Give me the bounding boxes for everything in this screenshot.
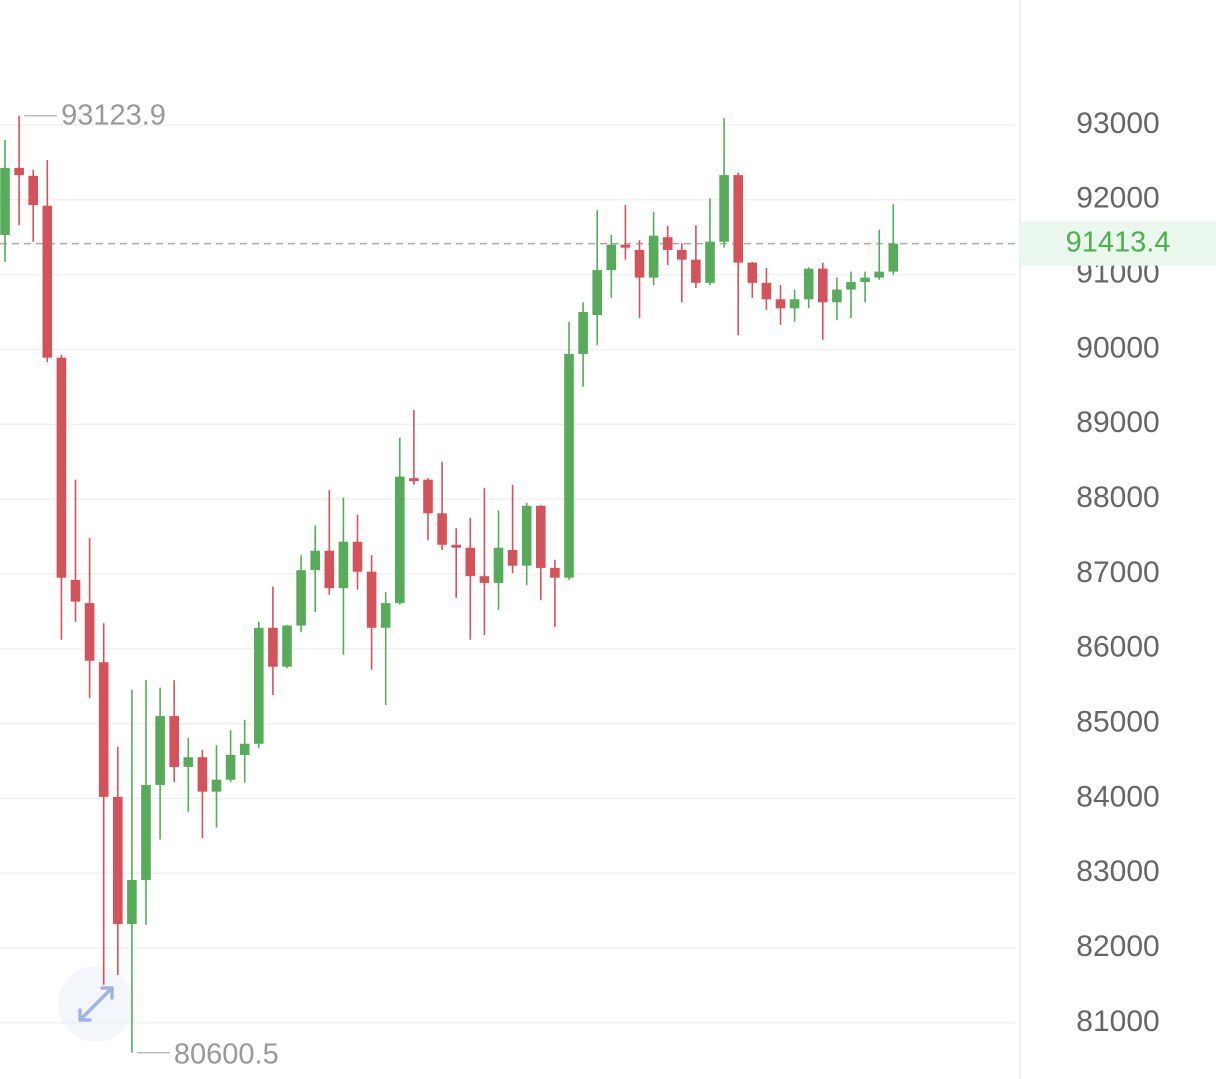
high-annotation: 93123.9 xyxy=(61,99,166,131)
candle-body xyxy=(84,603,95,661)
y-tick-label: 82000 xyxy=(1076,930,1159,963)
candle-body xyxy=(324,550,335,589)
candle-body xyxy=(733,175,743,263)
candle-body xyxy=(789,299,800,309)
candle-body xyxy=(719,175,729,242)
candle-body xyxy=(268,627,278,667)
y-tick-label: 87000 xyxy=(1076,556,1159,589)
y-tick-label: 88000 xyxy=(1076,481,1159,514)
candle-body xyxy=(550,567,560,578)
candle-body xyxy=(818,268,828,303)
candle-body xyxy=(846,282,856,290)
candle-body xyxy=(113,796,123,925)
last-price-label: 91413.4 xyxy=(1066,226,1171,258)
y-tick-label: 84000 xyxy=(1076,780,1159,813)
candle-body xyxy=(169,716,179,767)
candle-body xyxy=(634,249,645,278)
candle-body xyxy=(127,879,137,925)
candle-body xyxy=(211,779,222,792)
candle-body xyxy=(296,570,306,626)
candle-body xyxy=(183,757,194,767)
candle-body xyxy=(578,312,588,354)
candle-body xyxy=(564,353,574,578)
candle-body xyxy=(888,243,899,272)
candle-body xyxy=(423,479,433,514)
candle-body xyxy=(860,277,870,283)
candle-body xyxy=(98,662,109,797)
candle-body xyxy=(761,282,772,300)
candle-body xyxy=(282,625,292,667)
candle-body xyxy=(70,579,81,602)
candle-body xyxy=(803,268,814,300)
candle-body xyxy=(521,505,532,566)
candle-body xyxy=(662,237,673,250)
candle-body xyxy=(451,544,461,548)
candle-body xyxy=(155,716,165,785)
candle-body xyxy=(536,505,546,568)
low-annotation: 80600.5 xyxy=(174,1038,279,1070)
candle-body xyxy=(141,784,151,880)
candle-body xyxy=(465,547,476,577)
y-tick-label: 89000 xyxy=(1076,406,1159,439)
candle-body xyxy=(0,167,10,235)
expand-icon[interactable] xyxy=(78,986,114,1022)
candle-body xyxy=(493,547,504,583)
y-tick-label: 81000 xyxy=(1076,1005,1159,1038)
y-tick-label: 86000 xyxy=(1076,631,1159,664)
candle-body xyxy=(395,476,405,604)
y-tick-label: 92000 xyxy=(1076,182,1159,215)
last-price-bg xyxy=(1021,221,1216,266)
candle-body xyxy=(592,270,602,316)
candle-body xyxy=(507,549,518,566)
candle-body xyxy=(775,299,786,309)
candle-body xyxy=(42,205,53,358)
candle-body xyxy=(28,175,38,206)
candle-body xyxy=(677,249,687,260)
candle-body xyxy=(56,357,67,578)
candle-body xyxy=(14,167,24,176)
y-tick-label: 83000 xyxy=(1076,855,1159,888)
candle-body xyxy=(254,627,264,744)
candle-body xyxy=(338,541,349,589)
candle-body xyxy=(705,241,715,283)
y-tick-label: 90000 xyxy=(1076,331,1159,364)
y-tick-label: 93000 xyxy=(1076,107,1159,140)
expand-button[interactable] xyxy=(58,966,134,1042)
candle-body xyxy=(479,576,490,583)
candle-body xyxy=(197,757,208,792)
candle-body xyxy=(225,755,236,780)
candle-body xyxy=(832,289,842,303)
candle-body xyxy=(648,235,659,278)
y-tick-label: 85000 xyxy=(1076,705,1159,738)
candle-body xyxy=(352,541,363,572)
candle-body xyxy=(747,262,758,283)
candle-body xyxy=(409,478,419,482)
candle-body xyxy=(437,513,447,545)
candle-body xyxy=(380,603,391,628)
candle-body xyxy=(606,244,617,271)
candle-body xyxy=(310,550,320,571)
candle-body xyxy=(691,259,701,283)
candle-body xyxy=(239,743,250,756)
candle-body xyxy=(874,271,884,278)
candle-body xyxy=(620,244,631,248)
candle-body xyxy=(366,571,377,628)
